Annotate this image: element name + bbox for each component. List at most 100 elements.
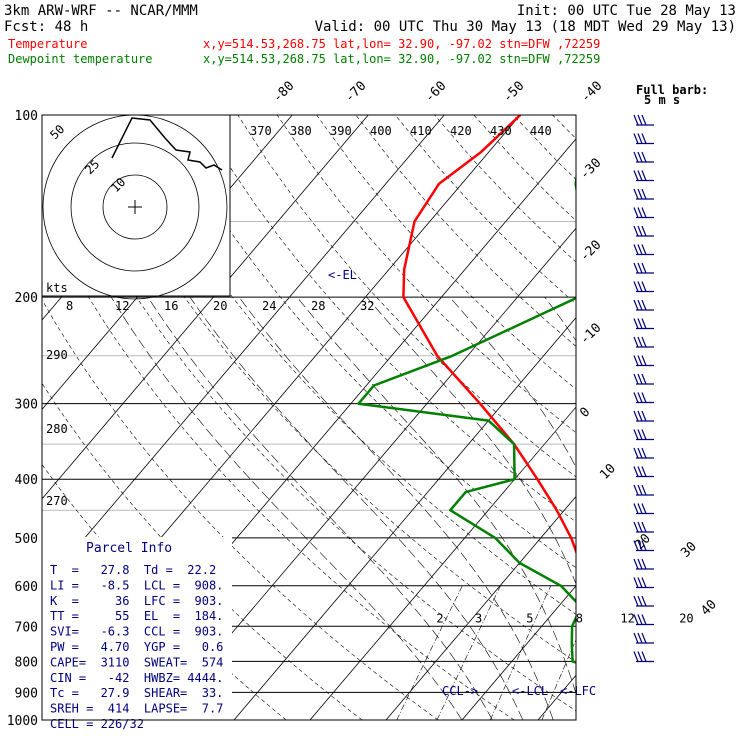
full-barb-label: Full barb: (636, 83, 708, 97)
theta-e-label: 440 (530, 124, 552, 138)
temperature-label: Temperature (8, 37, 87, 51)
pressure-label: 200 (15, 291, 38, 306)
isotherm-line (385, 495, 576, 720)
temperature-axis-label: -70 (342, 79, 369, 106)
dry-adiabat-line (671, 115, 740, 720)
wind-barb-flag (637, 262, 643, 274)
wind-barb-flag (637, 484, 643, 496)
model-title: 3km ARW-WRF -- NCAR/MMM (4, 3, 198, 19)
wind-barb-flag (641, 207, 647, 218)
wind-barb-flag (637, 521, 643, 533)
temperature-axis-label: 30 (678, 539, 700, 561)
wind-barb-flag (641, 632, 647, 644)
el-marker: <-EL (328, 268, 357, 282)
wind-barb-flag (641, 429, 647, 440)
hodo-speed-label: 8 (66, 299, 73, 313)
wind-barb-flag (633, 170, 639, 181)
wind-barb-flag (637, 207, 643, 218)
wind-barb-flag (633, 225, 639, 237)
wind-barb-flag (633, 484, 639, 496)
plot-frame (41, 114, 577, 721)
wind-barb-flag (633, 558, 639, 570)
hodograph-units: kts (46, 281, 68, 295)
temperature-axis-label: 0 (577, 405, 593, 421)
isotherm-line (42, 115, 369, 500)
hodograph-trace (111, 117, 223, 171)
theta-label: 290 (46, 348, 68, 362)
dry-adiabat-line (237, 115, 576, 478)
theta-e-label: 430 (490, 124, 512, 138)
mixing-ratio-line (650, 586, 701, 720)
theta-e-label: 420 (450, 124, 472, 138)
wind-barb-flag (637, 318, 643, 329)
wind-barb-flag (637, 336, 643, 348)
wind-barb-flag (633, 447, 639, 459)
parcel-info-row: T = 27.8 Td = 22.2 (50, 563, 216, 577)
moist-adiabat-line (147, 296, 493, 720)
isotherm-line (614, 115, 740, 720)
theta-label: 280 (46, 422, 68, 436)
moist-adiabat-line (544, 296, 576, 342)
wind-barb-flag (641, 595, 647, 607)
dewpoint-profile (357, 172, 576, 664)
isotherm-line (690, 115, 740, 720)
wind-barb-flag (633, 373, 639, 385)
parcel-info-row: CAPE= 3110 SWEAT= 574 (50, 655, 223, 669)
wind-barb-flag (633, 614, 639, 625)
wind-barb-flag (641, 503, 647, 514)
wind-barb-flag (637, 170, 643, 181)
temperature-axis-label: -30 (577, 156, 604, 183)
parcel-info-row: CELL = 226/32 (50, 717, 144, 731)
wind-barb-flag (637, 244, 643, 255)
wind-barb-flag (641, 299, 647, 311)
wind-barb-flag (633, 651, 639, 662)
wind-barb-flag (637, 503, 643, 514)
theta-e-label: 370 (250, 124, 272, 138)
temperature-axis-label: -80 (270, 79, 297, 106)
full-barb-units: 5 m s (644, 93, 680, 107)
wind-barb-flag (641, 225, 647, 237)
wind-barb-flag (633, 429, 639, 440)
temperature-profile (402, 115, 576, 555)
dry-adiabat-line (473, 115, 576, 221)
lcl-marker: <-LCL (512, 684, 548, 698)
dry-adiabat-line (592, 115, 740, 720)
wind-barb-flag (633, 151, 639, 163)
wind-barb-flag (633, 336, 639, 348)
isotherm-line (233, 317, 576, 720)
dry-adiabat-line (710, 115, 740, 720)
wind-barb-flag (637, 429, 643, 440)
temperature-axis-label: 40 (698, 597, 720, 619)
wind-barb-flag (641, 336, 647, 348)
dry-adiabat-line (276, 115, 576, 434)
mixing-ratio-label: 3 (475, 611, 482, 625)
isotherm-line (461, 585, 576, 720)
wind-barb-flag (633, 392, 639, 403)
wind-barb-flag (637, 151, 643, 163)
wind-barb-flag (637, 614, 643, 625)
parcel-info-row: CIN = -42 HWBZ= 4444. (50, 671, 223, 685)
wind-barb-flag (637, 355, 643, 366)
wind-barb-flag (641, 318, 647, 329)
wind-barb-flag (637, 225, 643, 237)
mixing-ratio-line (541, 638, 576, 720)
dewpoint-info: x,y=514.53,268.75 lat,lon= 32.90, -97.02… (203, 52, 600, 66)
moist-adiabat-line (449, 296, 576, 469)
wind-barb-flag (633, 207, 639, 218)
mixing-ratio-label: 20 (679, 611, 693, 625)
pressure-label: 900 (15, 686, 38, 701)
wind-barb-flag (633, 188, 639, 200)
wind-barb-flag (633, 577, 639, 588)
dry-adiabat-line (512, 115, 576, 180)
wind-barb-flag (641, 466, 647, 477)
wind-barb-flag (641, 577, 647, 588)
theta-e-label: 380 (290, 124, 312, 138)
pressure-label: 300 (15, 398, 38, 413)
wind-barb-flag (637, 466, 643, 477)
wind-barb-flag (637, 651, 643, 662)
pressure-label: 600 (15, 580, 38, 595)
parcel-info-row: SVI= -6.3 CCL = 903. (50, 625, 223, 639)
wind-barb-flag (637, 558, 643, 570)
parcel-info-row: Tc = 27.9 SHEAR= 33. (50, 686, 223, 700)
theta-e-label: 390 (330, 124, 352, 138)
